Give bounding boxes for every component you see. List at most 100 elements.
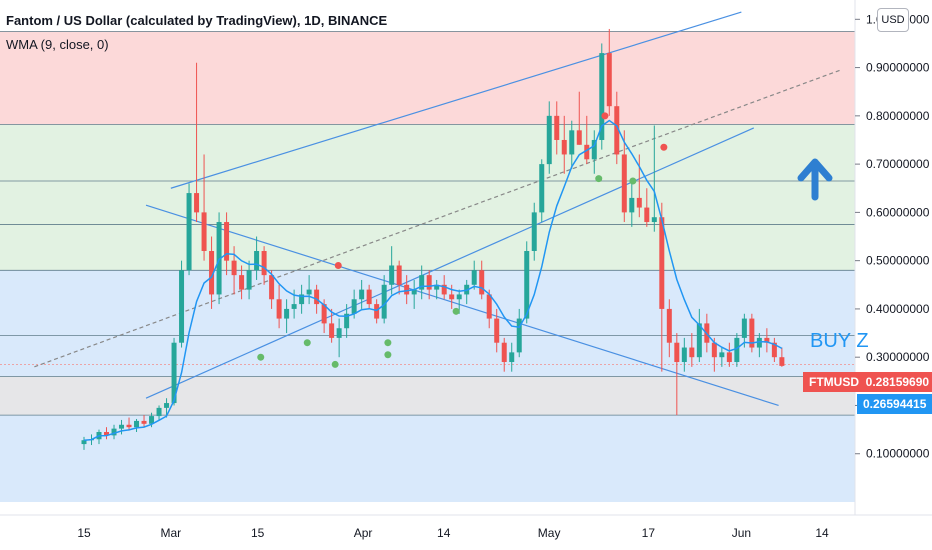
candle-body [149,416,155,424]
candle-body [374,304,380,319]
candle-body [291,304,297,309]
candle-body [284,308,290,319]
candle-body [749,318,755,348]
candle-body [231,260,237,276]
candle-body [779,357,785,366]
candle-body [449,294,455,300]
candle-body [636,197,642,208]
candle-body [764,337,770,343]
y-tick-label: 0.90000000 [866,61,930,75]
y-tick-label: 0.40000000 [866,302,930,316]
candle-body [246,270,252,290]
price-zones [0,31,855,502]
y-tick-label: 0.60000000 [866,205,930,219]
candle-body [621,154,627,213]
candle-body [81,440,87,445]
signal-dot [384,339,392,347]
candle-body [696,323,702,358]
candle-body [689,347,695,358]
candle-body [681,347,687,363]
trend-line-1 [145,204,779,407]
candle-body [186,193,192,271]
x-tick-label: Apr [354,526,373,540]
candle-body [389,265,395,285]
candle-body [254,251,260,271]
candle-body [629,197,635,213]
candle-body [771,342,777,358]
candle-body [134,420,140,428]
signal-dot [257,353,265,361]
y-tick-label: 0.80000000 [866,109,930,123]
candle-body [599,53,605,140]
candle-body [666,308,672,343]
candle-body [756,337,762,348]
candle-body [306,289,312,295]
candle-body [321,304,327,324]
candle-body [276,299,282,319]
candle-body [261,251,267,276]
candle-body [104,432,110,436]
signal-dot [334,261,342,269]
trend-line-0 [170,11,742,189]
candle-body [179,270,185,343]
wma-price-tag: 0.26594415 [857,394,932,414]
last-price-tag: FTMUSD 0.28159690 [803,372,932,392]
candle-body [614,106,620,155]
candle-body [404,284,410,295]
candle-body [674,342,680,363]
candle-body [644,207,650,223]
candle-body [396,265,402,285]
candle-body [419,275,425,290]
candle-body [554,115,560,140]
candle-body [329,323,335,338]
candle-body [119,424,125,429]
zone-0 [0,31,855,125]
candle-body [366,289,372,305]
candle-body [209,251,215,295]
signal-dot [660,143,668,151]
candle-body [509,352,515,363]
candle-body [194,193,200,213]
candle-body [711,342,717,358]
candle-body [741,318,747,338]
candle-body [494,318,500,343]
candle-body [299,294,305,305]
last-price-symbol: FTMUSD [809,375,859,389]
y-tick-label: 0.30000000 [866,350,930,364]
buy-zone-label: BUY Z [810,330,869,352]
candle-body [726,352,732,363]
indicator-legend[interactable]: WMA (9, close, 0) [6,37,109,52]
candle-body [171,342,177,404]
candle-body [269,275,275,300]
zone-4 [0,376,855,416]
candle-body [569,130,575,155]
candle-body [591,139,597,160]
candle-body [126,424,132,428]
horizontal-levels [0,30,855,416]
candle-body [111,428,117,436]
signal-dot [384,351,392,359]
candle-body [156,407,162,417]
candle-body [351,299,357,314]
wma-line [83,119,783,441]
x-tick-label: 14 [437,526,451,540]
candle-body [239,275,245,290]
candle-body [314,289,320,305]
candle-body [336,328,342,338]
candle-body [201,212,207,251]
candle-body [659,217,665,309]
candle-body [381,284,387,319]
candle-body [651,217,657,223]
time-axis[interactable]: 15 Mar 15 Apr 14 May 17 Jun 14 [77,526,829,540]
candle-body [719,352,725,358]
candle-body [164,403,170,408]
y-tick-label: 0.50000000 [866,254,930,268]
chart-title: Fantom / US Dollar (calculated by Tradin… [6,13,388,28]
currency-button[interactable]: USD [877,8,909,32]
signal-dot [303,339,311,347]
candle-body [216,222,222,295]
candle-body [434,284,440,290]
signal-dots [257,112,668,368]
candle-body [546,115,552,165]
